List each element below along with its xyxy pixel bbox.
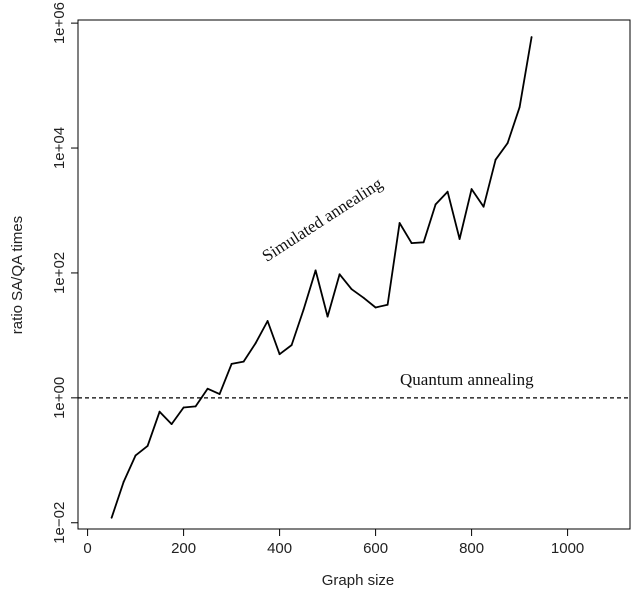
simulated-annealing-point — [170, 423, 173, 425]
y-tick-label: 1e+00 — [51, 377, 68, 419]
simulated-annealing-point — [494, 158, 497, 161]
series-layer — [78, 36, 630, 519]
y-tick-label: 1e+02 — [51, 252, 68, 294]
simulated-annealing-point — [158, 410, 161, 413]
simulated-annealing-point — [434, 203, 437, 206]
y-tick-label: 1e−02 — [51, 502, 68, 544]
simulated-annealing-point — [422, 241, 425, 244]
simulated-annealing-point — [410, 242, 413, 245]
simulated-annealing-point — [338, 273, 341, 276]
simulated-annealing-point — [278, 353, 281, 356]
simulated-annealing-point — [446, 190, 449, 193]
simulated-annealing-point — [398, 222, 401, 224]
y-axis: 1e−02 1e+00 1e+02 1e+04 1e+06 — [51, 2, 79, 544]
simulated-annealing-point — [146, 445, 149, 447]
simulated-annealing-point — [350, 288, 353, 291]
x-axis-label: Graph size — [322, 572, 395, 589]
simulated-annealing-point — [182, 406, 185, 409]
simulated-annealing-point — [230, 362, 233, 365]
x-tick-label: 0 — [83, 540, 91, 557]
simulated-annealing-point — [254, 342, 257, 345]
simulated-annealing-point — [506, 142, 509, 144]
simulated-annealing-point — [134, 454, 137, 457]
simulated-annealing-point — [266, 320, 269, 322]
simulated-annealing-point — [218, 393, 221, 395]
x-axis: 0 200 400 600 800 1000 — [83, 528, 584, 557]
simulated-annealing-point — [482, 205, 485, 208]
x-tick-label: 200 — [171, 540, 196, 557]
simulated-annealing-point — [470, 188, 473, 190]
simulated-annealing-point — [194, 405, 197, 408]
simulated-annealing-point — [518, 106, 521, 109]
simulated-annealing-point — [206, 387, 209, 390]
y-axis-label: ratio SA/QA times — [9, 216, 26, 334]
x-tick-label: 600 — [363, 540, 388, 557]
simulated-annealing-point — [374, 306, 377, 309]
y-tick-label: 1e+06 — [51, 2, 68, 44]
simulated-annealing-point — [458, 238, 461, 240]
simulated-annealing-point — [302, 308, 305, 311]
simulated-annealing-point — [326, 315, 329, 318]
x-tick-label: 1000 — [551, 540, 584, 557]
simulated-annealing-point — [386, 303, 389, 306]
quantum-annealing-label: Quantum annealing — [400, 370, 534, 389]
simulated-annealing-point — [242, 360, 245, 363]
simulated-annealing-point — [110, 516, 113, 519]
simulated-annealing-point — [314, 269, 317, 272]
simulated-annealing-label: Simulated annealing — [259, 174, 387, 266]
plot-frame — [77, 19, 631, 530]
x-tick-label: 800 — [459, 540, 484, 557]
simulated-annealing-point — [362, 296, 365, 299]
x-tick-label: 400 — [267, 540, 292, 557]
simulated-annealing-line — [110, 36, 533, 519]
simulated-annealing-point — [290, 344, 293, 346]
simulated-annealing-point — [530, 36, 533, 38]
y-tick-label: 1e+04 — [51, 127, 68, 169]
simulated-annealing-point — [122, 481, 125, 483]
